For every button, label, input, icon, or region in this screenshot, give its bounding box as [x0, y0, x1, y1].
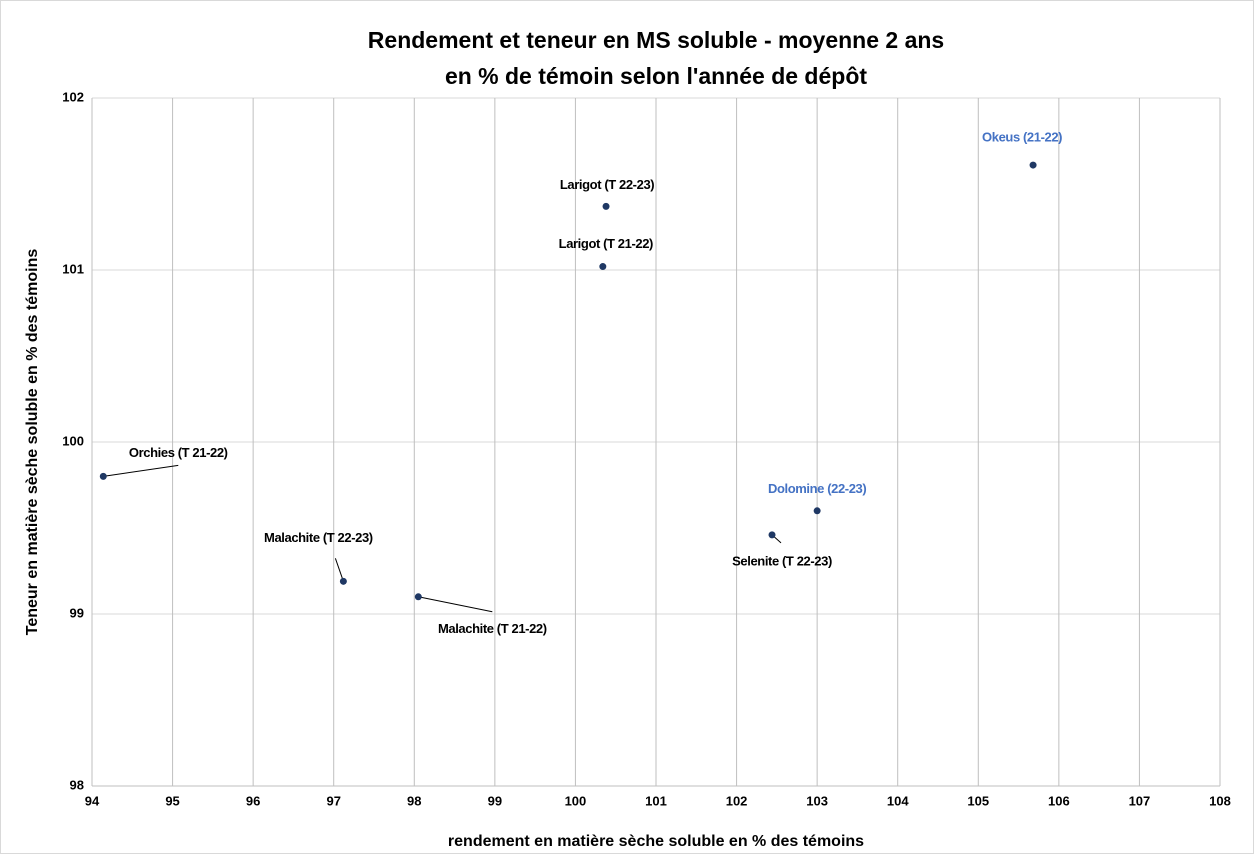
y-tick-label: 99: [70, 605, 84, 620]
point-label: Selenite (T 22-23): [732, 553, 832, 568]
point: [414, 593, 422, 601]
y-tick-label: 101: [62, 261, 84, 276]
x-tick-label: 94: [85, 793, 100, 808]
point: [99, 472, 107, 480]
point-label: Larigot (T 22-23): [560, 177, 654, 192]
x-tick-label: 96: [246, 793, 260, 808]
x-tick-label: 101: [645, 793, 667, 808]
point: [813, 507, 821, 515]
x-axis-label: rendement en matière sèche soluble en % …: [448, 833, 864, 850]
point: [602, 202, 610, 210]
x-tick-label: 100: [565, 793, 587, 808]
point-label: Larigot (T 21-22): [559, 236, 653, 251]
x-tick-label: 105: [967, 793, 989, 808]
point: [1029, 161, 1037, 169]
point-label: Dolomine (22-23): [768, 481, 866, 496]
chart-title: Rendement et teneur en MS soluble - moye…: [368, 27, 944, 53]
point-label: Malachite (T 21-22): [438, 621, 547, 636]
point-label: Malachite (T 22-23): [264, 530, 373, 545]
x-tick-label: 107: [1129, 793, 1151, 808]
point: [768, 531, 776, 539]
y-tick-label: 102: [62, 89, 84, 104]
chart-subtitle: en % de témoin selon l'année de dépôt: [445, 63, 867, 89]
x-tick-label: 104: [887, 793, 909, 808]
x-tick-label: 98: [407, 793, 421, 808]
point-label: Okeus (21-22): [982, 130, 1062, 145]
leader-line: [103, 464, 179, 477]
x-tick-label: 108: [1209, 793, 1231, 808]
x-tick-label: 106: [1048, 793, 1070, 808]
x-tick-label: 99: [488, 793, 502, 808]
leader-line: [418, 596, 493, 613]
x-tick-label: 103: [806, 793, 828, 808]
y-tick-label: 98: [70, 777, 84, 792]
point: [599, 263, 607, 271]
x-tick-label: 102: [726, 793, 748, 808]
point-label: Orchies (T 21-22): [129, 445, 228, 460]
leader-line: [334, 558, 344, 582]
y-axis-label: Teneur en matière sèche soluble en % des…: [24, 249, 41, 636]
y-tick-label: 100: [62, 433, 84, 448]
x-tick-label: 95: [165, 793, 179, 808]
x-tick-label: 97: [326, 793, 340, 808]
point: [339, 577, 347, 585]
